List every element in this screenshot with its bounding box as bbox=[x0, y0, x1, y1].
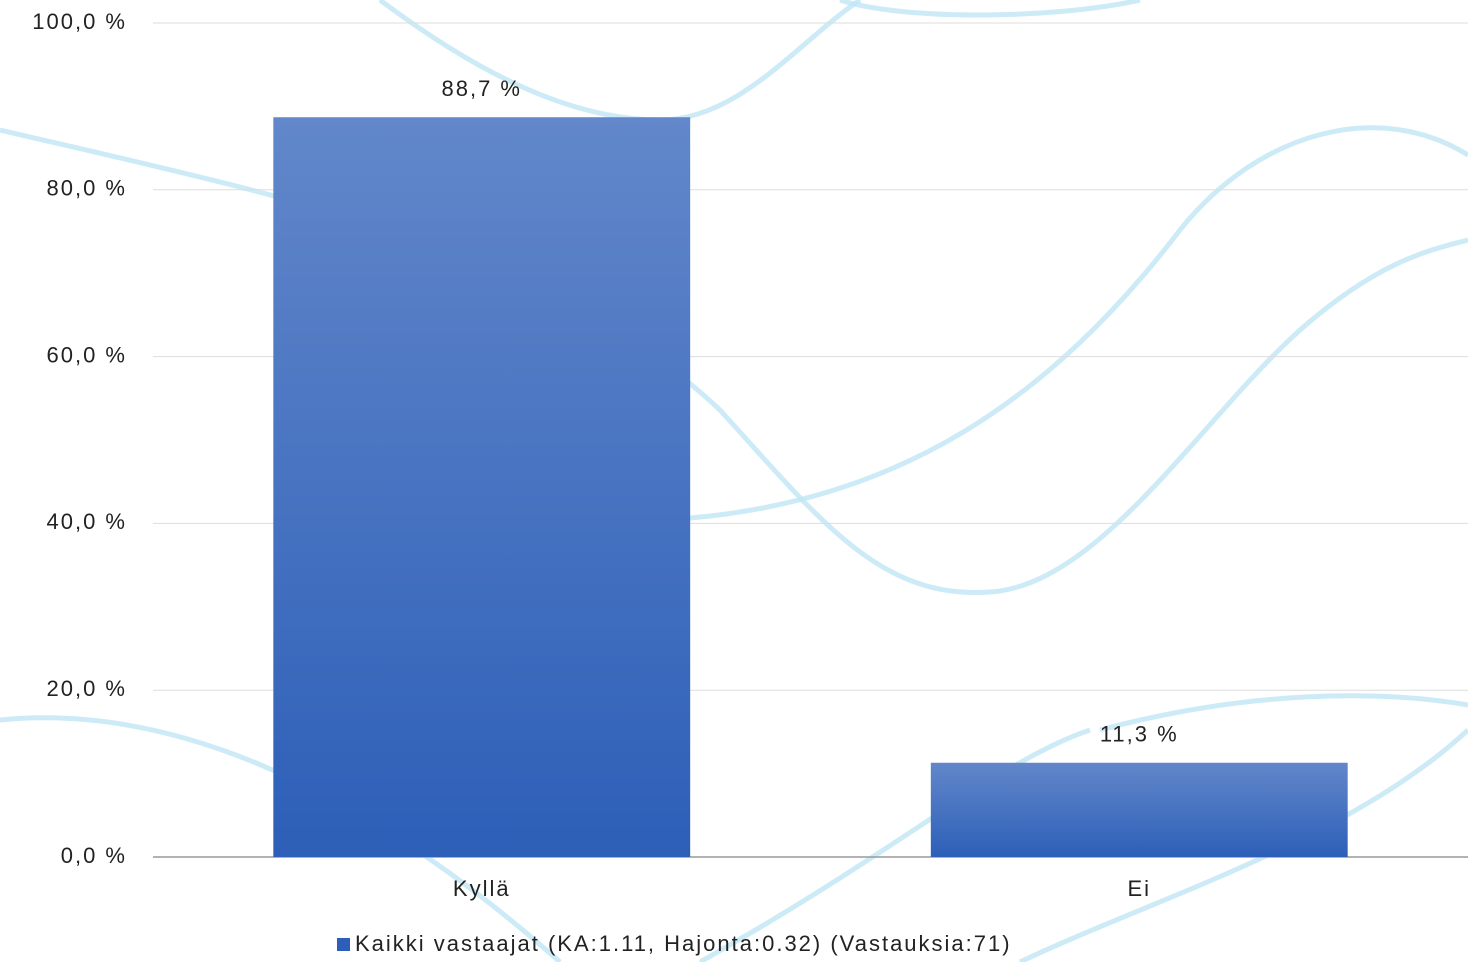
legend-swatch bbox=[337, 938, 350, 951]
data-label: 11,3 % bbox=[1100, 722, 1179, 747]
y-tick-label: 40,0 % bbox=[47, 509, 128, 534]
y-tick-label: 60,0 % bbox=[47, 342, 128, 367]
legend-label: Kaikki vastaajat (KA:1.11, Hajonta:0.32)… bbox=[355, 931, 1012, 956]
bar bbox=[273, 117, 691, 857]
bar bbox=[930, 762, 1348, 857]
x-tick-label: Kyllä bbox=[453, 876, 511, 901]
data-label: 88,7 % bbox=[442, 76, 523, 101]
y-tick-label: 100,0 % bbox=[32, 9, 127, 34]
y-tick-label: 0,0 % bbox=[61, 843, 127, 868]
x-tick-label: Ei bbox=[1127, 876, 1151, 901]
y-tick-label: 80,0 % bbox=[47, 176, 128, 201]
y-tick-label: 20,0 % bbox=[47, 676, 128, 701]
